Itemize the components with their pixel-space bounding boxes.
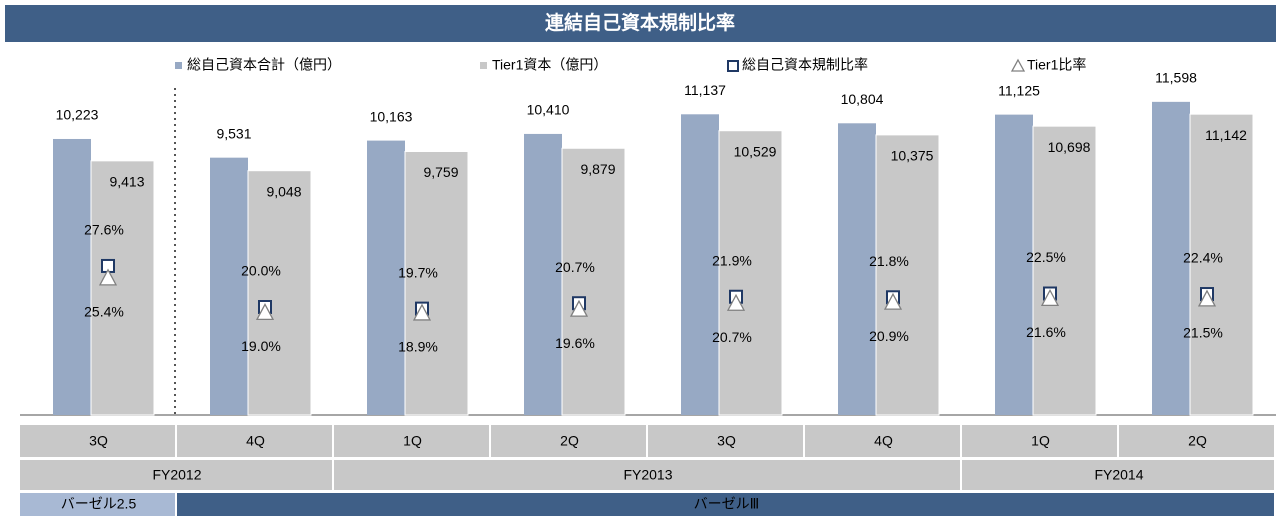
legend-swatch	[727, 60, 739, 72]
x-tick-label: 2Q	[560, 433, 579, 449]
bar-value-label: 10,529	[734, 143, 777, 159]
bar	[838, 123, 876, 416]
tier1-ratio-marker	[569, 299, 589, 317]
bar-value-label: 10,375	[891, 148, 934, 164]
legend-label: Tier1資本（億円）	[492, 57, 607, 73]
bar	[404, 151, 469, 416]
x-tick-label: 2Q	[1188, 433, 1207, 449]
tier1-ratio-label: 18.9%	[398, 339, 438, 355]
quarter-cell	[648, 425, 803, 457]
bar	[1032, 125, 1097, 416]
bar-value-label: 9,879	[580, 161, 615, 177]
x-tick-label: 4Q	[874, 433, 893, 449]
regime-cell	[20, 493, 175, 516]
fiscal-year-label: FY2013	[623, 467, 672, 483]
quarter-cell	[962, 425, 1117, 457]
ratio-label: 21.8%	[869, 253, 909, 269]
tier1-ratio-label: 20.9%	[869, 328, 909, 344]
tier1-ratio-label: 20.7%	[712, 329, 752, 345]
tier1-ratio-label: 19.6%	[555, 335, 595, 351]
bar-value-label: 11,125	[998, 82, 1040, 98]
legend-label: Tier1比率	[1027, 57, 1086, 73]
quarter-cell	[334, 425, 489, 457]
bar	[247, 170, 312, 416]
fiscal-year-cell	[20, 460, 332, 490]
regime-cell	[177, 493, 1274, 516]
bar	[367, 140, 405, 415]
bar-value-label: 10,223	[56, 107, 99, 123]
ratio-label: 21.9%	[712, 252, 752, 268]
quarter-cell	[805, 425, 960, 457]
tier1-ratio-marker	[1197, 289, 1217, 307]
bar-value-label: 9,413	[109, 174, 144, 190]
bar-value-label: 10,410	[527, 102, 570, 118]
quarter-cell	[20, 425, 175, 457]
bar-value-label: 10,804	[841, 91, 884, 107]
bar-value-label: 11,598	[1155, 70, 1197, 86]
bar-value-label: 11,142	[1205, 127, 1247, 143]
legend-label: 総自己資本規制比率	[742, 57, 868, 73]
quarter-cell	[177, 425, 332, 457]
ratio-label: 22.4%	[1183, 250, 1223, 266]
bar	[995, 114, 1033, 415]
regime-label: バーゼル2.5	[61, 496, 137, 512]
x-tick-label: 3Q	[717, 433, 736, 449]
tier1-ratio-marker	[883, 292, 903, 310]
title-bar	[5, 5, 1276, 42]
bar	[681, 114, 719, 416]
x-tick-label: 4Q	[246, 433, 265, 449]
bar-value-label: 11,137	[684, 82, 726, 98]
bar	[875, 134, 940, 416]
fiscal-year-cell	[334, 460, 960, 490]
quarter-cell	[1119, 425, 1274, 457]
ratio-label: 22.5%	[1026, 249, 1066, 265]
bar-value-label: 10,163	[370, 108, 413, 124]
ratio-label: 20.7%	[555, 259, 595, 275]
tier1-ratio-marker	[726, 293, 746, 311]
tier1-ratio-label: 21.5%	[1183, 325, 1223, 341]
tier1-ratio-marker	[1040, 288, 1060, 307]
ratio-label: 20.0%	[241, 263, 281, 279]
bar	[561, 147, 626, 416]
bar-value-label: 9,759	[423, 164, 458, 180]
legend-swatch	[480, 62, 487, 69]
fiscal-year-cell	[962, 460, 1274, 490]
regime-label: バーゼルⅢ	[694, 496, 760, 512]
bar	[1152, 101, 1190, 415]
x-tick-label: 1Q	[1031, 433, 1050, 449]
tier1-ratio-label: 25.4%	[84, 304, 124, 320]
tier1-ratio-marker	[255, 303, 275, 321]
bar	[210, 157, 248, 415]
x-tick-label: 1Q	[403, 433, 422, 449]
bar	[53, 138, 91, 415]
tier1-ratio-label: 19.0%	[241, 338, 281, 354]
tier1-ratio-marker	[98, 268, 118, 286]
ratio-label: 27.6%	[84, 222, 124, 238]
quarter-cell	[491, 425, 646, 457]
bar-value-label: 10,698	[1048, 139, 1091, 155]
chart-title: 連結自己資本規制比率	[545, 11, 735, 34]
bar-value-label: 9,048	[266, 183, 301, 199]
legend-swatch	[1010, 58, 1026, 72]
legend-swatch	[175, 62, 182, 69]
tier1-ratio-label: 21.6%	[1026, 324, 1066, 340]
bar	[524, 133, 562, 415]
bar-value-label: 9,531	[216, 125, 251, 141]
bar	[1189, 113, 1254, 416]
fiscal-year-label: FY2012	[152, 467, 201, 483]
tier1-ratio-marker	[412, 303, 432, 321]
ratio-label: 19.7%	[398, 264, 438, 280]
legend-label: 総自己資本合計（億円）	[187, 57, 341, 73]
x-tick-label: 3Q	[89, 433, 108, 449]
bar	[718, 130, 783, 416]
bar	[90, 160, 155, 416]
fiscal-year-label: FY2014	[1094, 467, 1143, 483]
